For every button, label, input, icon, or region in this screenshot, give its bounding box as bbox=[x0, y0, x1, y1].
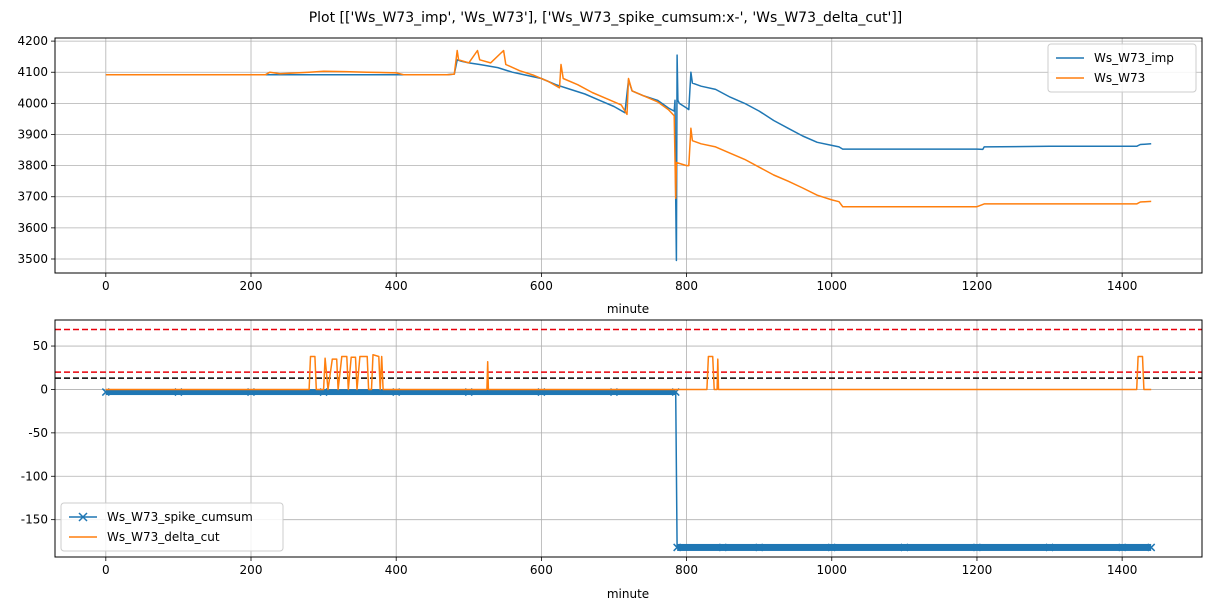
bottom-ticks: 0 200 400 600 800 1000 1200 1400 -150 -100 -50 0 50 bbox=[21, 339, 1138, 577]
marker-band bbox=[677, 543, 1152, 551]
legend-label: Ws_W73_delta_cut bbox=[107, 530, 220, 544]
series-line bbox=[105, 353, 1152, 391]
x-tick-label: 1200 bbox=[962, 563, 993, 577]
figure-title: Plot [['Ws_W73_imp', 'Ws_W73'], ['Ws_W73… bbox=[309, 10, 903, 26]
series-Ws_W73_delta_cut bbox=[105, 353, 1152, 391]
x-tick-label: 200 bbox=[240, 563, 263, 577]
bottom-hlines bbox=[55, 328, 1202, 379]
x-tick-label: 1400 bbox=[1107, 563, 1138, 577]
top-legend: Ws_W73_imp Ws_W73 bbox=[1047, 43, 1197, 93]
y-tick-label: 3900 bbox=[17, 127, 48, 141]
legend-label: Ws_W73_imp bbox=[1094, 51, 1174, 65]
y-tick-label: 4000 bbox=[17, 96, 48, 110]
y-tick-label: 3500 bbox=[17, 252, 48, 266]
y-tick-label: 0 bbox=[40, 382, 48, 396]
series-Ws_W73_imp bbox=[105, 54, 1152, 262]
y-tick-label: 4200 bbox=[17, 34, 48, 48]
y-tick-label: 3800 bbox=[17, 159, 48, 173]
y-tick-label: 3600 bbox=[17, 221, 48, 235]
x-tick-label: 0 bbox=[102, 279, 110, 293]
y-tick-label: 3700 bbox=[17, 190, 48, 204]
bottom-x-axis-label: minute bbox=[607, 587, 649, 601]
x-tick-label: 800 bbox=[675, 563, 698, 577]
x-tick-label: 1200 bbox=[962, 279, 993, 293]
top-plot-frame bbox=[54, 37, 1203, 274]
y-tick-label: -150 bbox=[21, 513, 48, 527]
y-tick-label: -50 bbox=[28, 426, 48, 440]
x-tick-label: 1000 bbox=[816, 279, 847, 293]
top-series bbox=[105, 49, 1152, 262]
marker-band bbox=[105, 389, 676, 396]
top-chart: 0 200 400 600 800 1000 1200 1400 3500 3600 3700 380… bbox=[17, 34, 1203, 316]
bottom-legend: Ws_W73_spike_cumsum Ws_W73_delta_cut bbox=[60, 502, 284, 552]
bottom-plot-frame bbox=[54, 319, 1203, 558]
x-tick-label: 200 bbox=[240, 279, 263, 293]
y-tick-label: -100 bbox=[21, 469, 48, 483]
x-tick-label: 600 bbox=[530, 279, 553, 293]
legend-label: Ws_W73_spike_cumsum bbox=[107, 510, 253, 524]
x-tick-label: 1000 bbox=[816, 563, 847, 577]
top-x-axis-label: minute bbox=[607, 302, 649, 316]
series-line bbox=[105, 49, 1152, 208]
bottom-chart: 0 200 400 600 800 1000 1200 1400-150-100-50050 … bbox=[21, 319, 1203, 601]
legend-box bbox=[60, 502, 284, 552]
x-tick-label: 400 bbox=[385, 563, 408, 577]
x-tick-label: 1400 bbox=[1107, 279, 1138, 293]
x-tick-label: 600 bbox=[530, 563, 553, 577]
bottom-series bbox=[101, 353, 1156, 552]
legend-label: Ws_W73 bbox=[1094, 71, 1145, 85]
top-ticks: 0 200 400 600 800 1000 1200 1400 3500 3600 3700 380… bbox=[17, 34, 1137, 293]
series-Ws_W73 bbox=[105, 49, 1152, 208]
y-tick-label: 50 bbox=[33, 339, 48, 353]
series-line bbox=[105, 54, 1152, 262]
legend-box bbox=[1047, 43, 1197, 93]
x-tick-label: 0 bbox=[102, 563, 110, 577]
x-tick-label: 800 bbox=[675, 279, 698, 293]
legend-x-marker bbox=[78, 512, 88, 522]
y-tick-label: 4100 bbox=[17, 65, 48, 79]
x-tick-label: 400 bbox=[385, 279, 408, 293]
top-grid bbox=[55, 38, 1202, 273]
